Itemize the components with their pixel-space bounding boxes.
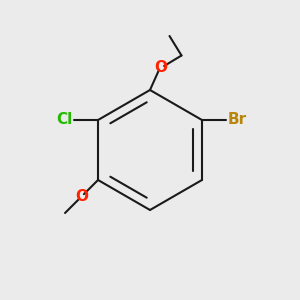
Text: O: O: [154, 60, 167, 75]
Text: O: O: [75, 189, 88, 204]
Text: Br: Br: [227, 112, 246, 128]
Text: Cl: Cl: [57, 112, 73, 128]
